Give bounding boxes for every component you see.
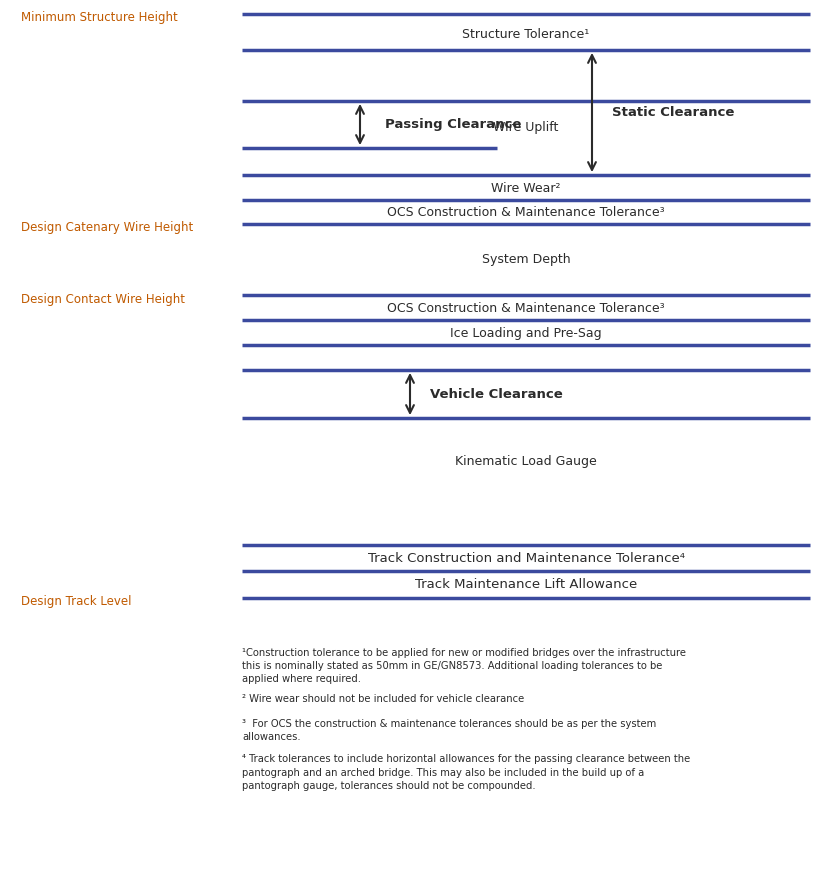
Text: Structure Tolerance¹: Structure Tolerance¹ [463, 29, 589, 41]
Text: ² Wire wear should not be included for vehicle clearance: ² Wire wear should not be included for v… [242, 695, 524, 704]
Text: Track Maintenance Lift Allowance: Track Maintenance Lift Allowance [415, 579, 637, 592]
Text: Passing Clearance: Passing Clearance [385, 118, 521, 131]
Text: OCS Construction & Maintenance Tolerance³: OCS Construction & Maintenance Tolerance… [387, 302, 665, 315]
Text: Kinematic Load Gauge: Kinematic Load Gauge [455, 455, 597, 468]
Text: Static Clearance: Static Clearance [612, 106, 734, 119]
Text: Design Contact Wire Height: Design Contact Wire Height [21, 294, 185, 307]
Text: Wire Uplift: Wire Uplift [493, 121, 559, 135]
Text: Design Track Level: Design Track Level [21, 595, 131, 608]
Text: Ice Loading and Pre-Sag: Ice Loading and Pre-Sag [450, 327, 602, 339]
Text: ³  For OCS the construction & maintenance tolerances should be as per the system: ³ For OCS the construction & maintenance… [242, 719, 657, 742]
Text: System Depth: System Depth [482, 253, 570, 267]
Text: Minimum Structure Height: Minimum Structure Height [21, 11, 178, 24]
Text: Vehicle Clearance: Vehicle Clearance [430, 387, 563, 400]
Text: Wire Wear²: Wire Wear² [492, 182, 561, 195]
Text: Design Catenary Wire Height: Design Catenary Wire Height [21, 221, 193, 234]
Text: Track Construction and Maintenance Tolerance⁴: Track Construction and Maintenance Toler… [367, 551, 685, 565]
Text: ¹Construction tolerance to be applied for new or modified bridges over the infra: ¹Construction tolerance to be applied fo… [242, 648, 686, 684]
Text: ⁴ Track tolerances to include horizontal allowances for the passing clearance be: ⁴ Track tolerances to include horizontal… [242, 754, 690, 791]
Text: OCS Construction & Maintenance Tolerance³: OCS Construction & Maintenance Tolerance… [387, 205, 665, 218]
